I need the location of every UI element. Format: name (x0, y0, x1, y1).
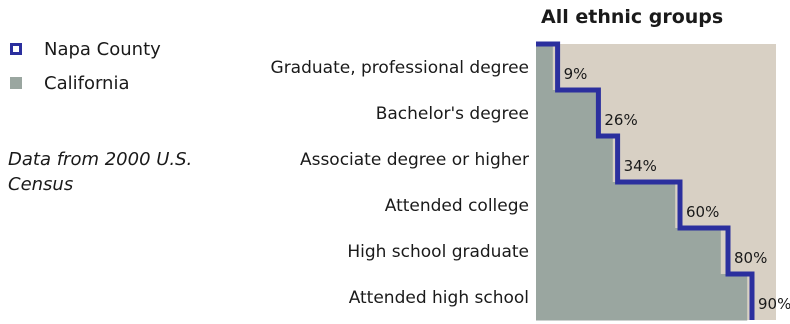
legend-label-napa: Napa County (44, 38, 161, 60)
legend-item-california: California (10, 72, 161, 94)
california-bar-0 (536, 44, 553, 91)
value-label-4: 80% (734, 249, 767, 267)
california-bar-5 (536, 274, 748, 321)
category-label-4: High school graduate (347, 242, 529, 262)
category-label-2: Associate degree or higher (300, 150, 529, 170)
value-label-5: 90% (758, 295, 790, 313)
california-bar-2 (536, 136, 613, 183)
legend-item-napa: Napa County (10, 38, 161, 60)
legend-label-california: California (44, 72, 130, 94)
chart-title: All ethnic groups (541, 6, 724, 28)
california-swatch-icon (10, 77, 22, 89)
category-label-3: Attended college (385, 196, 529, 216)
california-bar-4 (536, 228, 721, 275)
source-note: Data from 2000 U.S. Census (8, 149, 193, 195)
value-label-0: 9% (564, 65, 588, 83)
legend: Napa County California (10, 38, 161, 106)
value-label-3: 60% (686, 203, 719, 221)
category-label-1: Bachelor's degree (376, 104, 529, 124)
napa-step-line (536, 41, 755, 320)
category-label-5: Attended high school (349, 288, 529, 308)
value-label-1: 26% (604, 111, 637, 129)
napa-swatch-icon (10, 43, 22, 55)
california-bar-3 (536, 182, 676, 229)
value-label-2: 34% (624, 157, 657, 175)
category-label-0: Graduate, professional degree (271, 58, 529, 78)
california-bar-1 (536, 90, 596, 137)
